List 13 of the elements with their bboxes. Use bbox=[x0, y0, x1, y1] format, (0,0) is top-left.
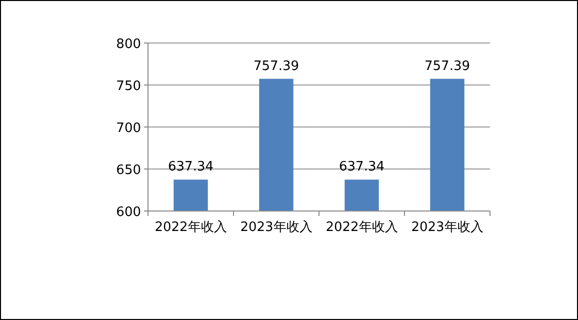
data-label: 637.34 bbox=[168, 160, 214, 175]
y-tick-label: 600 bbox=[116, 205, 141, 220]
x-tick-label: 2023年收入 bbox=[240, 220, 312, 235]
data-label: 757.39 bbox=[424, 58, 470, 74]
data-label: 757.39 bbox=[254, 58, 299, 74]
y-tick-label: 650 bbox=[116, 163, 141, 178]
data-label: 637.34 bbox=[339, 160, 384, 175]
y-tick-label: 750 bbox=[116, 79, 141, 94]
y-tick-label: 700 bbox=[116, 121, 141, 136]
x-tick-label: 2023年收入 bbox=[411, 220, 484, 235]
x-tick-label: 2022年收入 bbox=[326, 220, 398, 235]
x-tick-label: 2022年收入 bbox=[154, 220, 227, 235]
y-tick-label: 800 bbox=[116, 37, 141, 52]
